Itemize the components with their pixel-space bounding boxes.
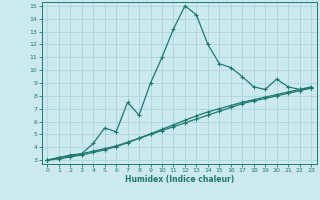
X-axis label: Humidex (Indice chaleur): Humidex (Indice chaleur) <box>124 175 234 184</box>
